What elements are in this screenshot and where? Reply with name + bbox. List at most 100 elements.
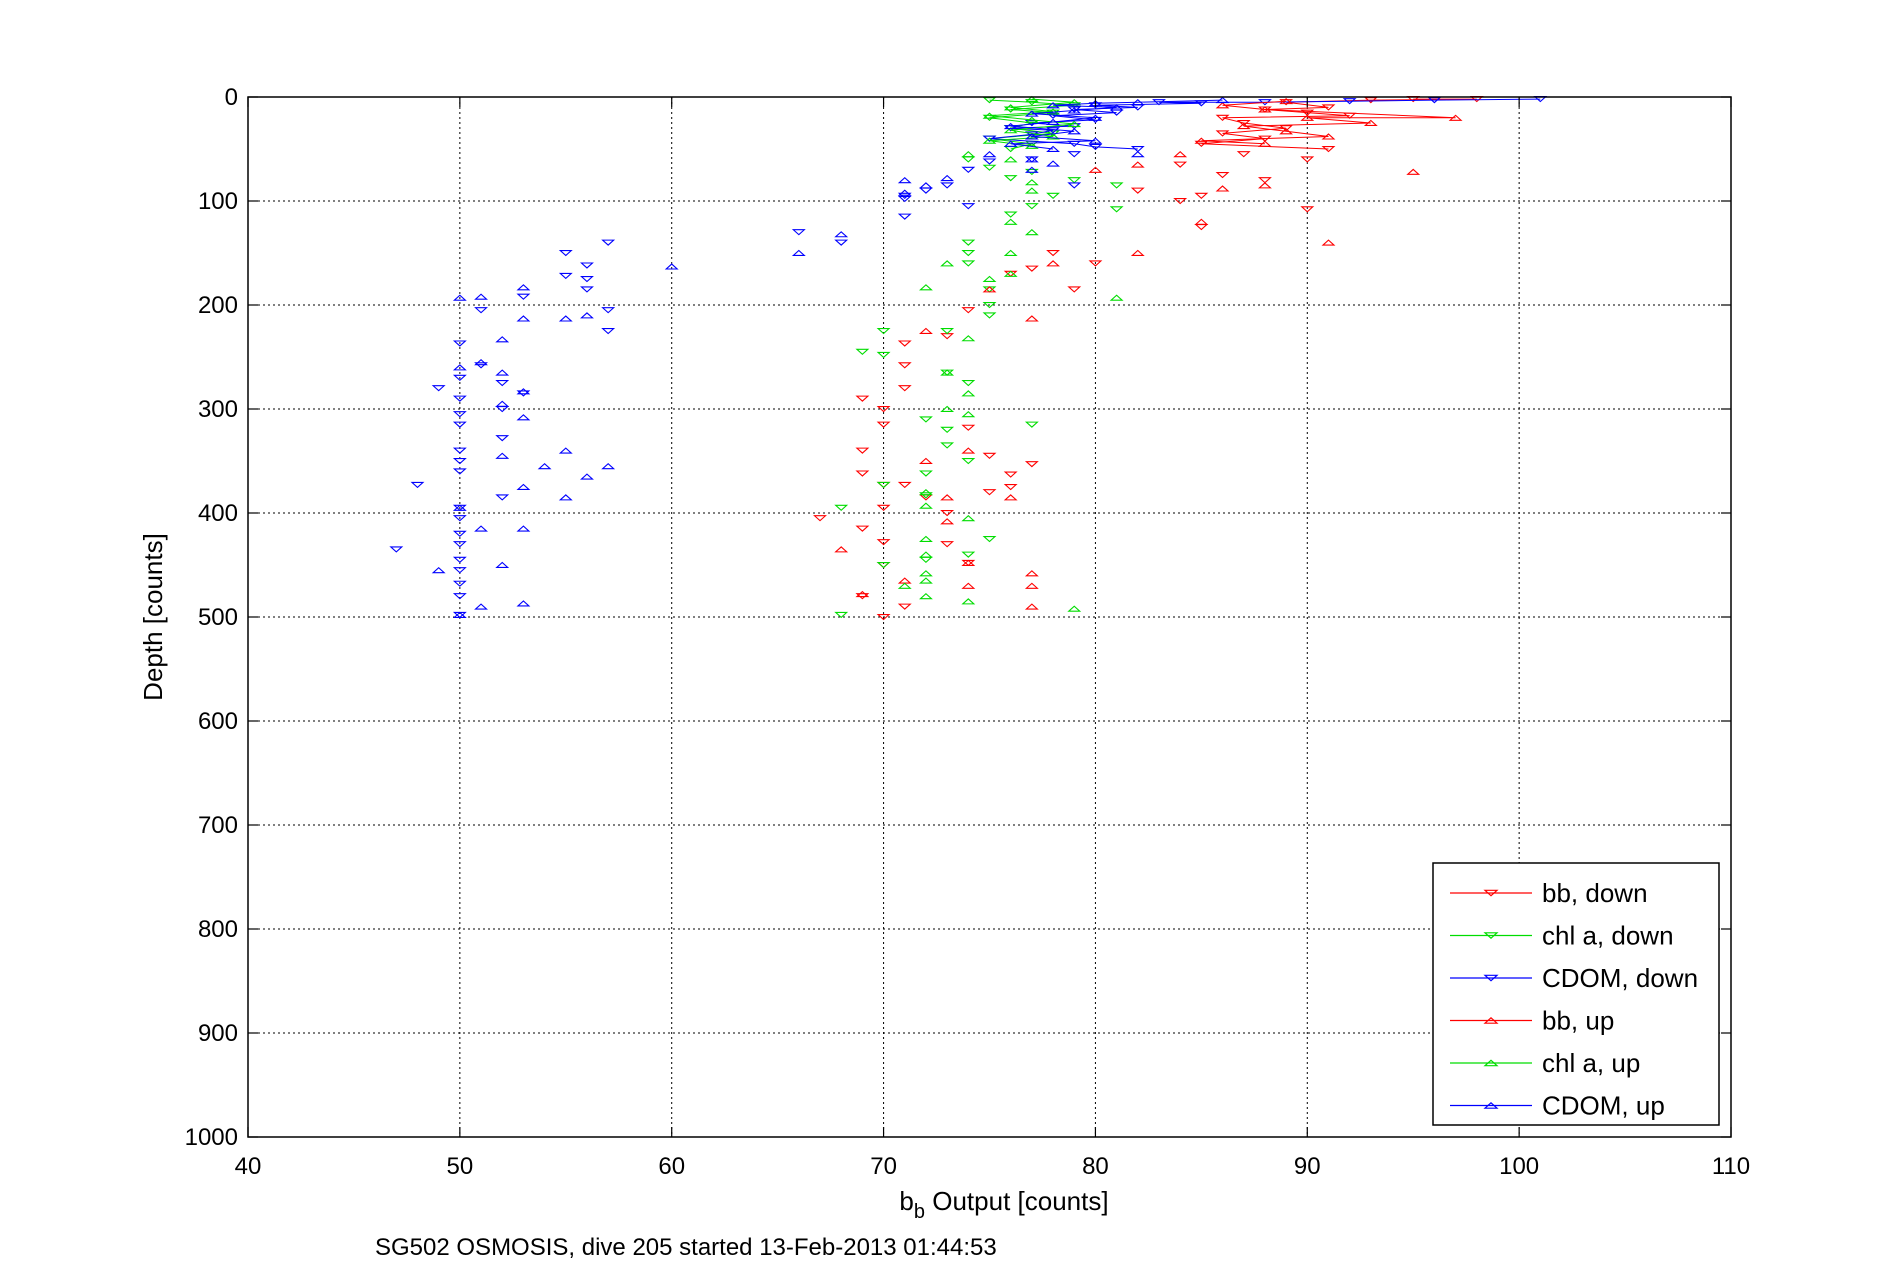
data-point xyxy=(940,518,955,525)
data-point xyxy=(474,525,488,532)
data-point xyxy=(1215,185,1230,192)
data-point xyxy=(1257,140,1272,147)
legend: bb, down chl a, down CDOM, down bb, up chl a… xyxy=(1432,862,1720,1126)
data-point xyxy=(1279,97,1294,105)
data-point xyxy=(1300,156,1315,163)
data-point xyxy=(516,525,531,532)
data-point xyxy=(580,275,594,283)
data-point xyxy=(1236,151,1251,158)
data-point xyxy=(1279,128,1294,135)
data-point xyxy=(1046,260,1060,267)
data-point xyxy=(452,541,467,548)
x-tick-labels: 40 50 60 70 80 90 100 110 xyxy=(235,1153,1750,1180)
data-point xyxy=(1088,166,1103,173)
y-tick-label: 800 xyxy=(198,916,238,943)
data-point xyxy=(516,600,531,607)
data-point xyxy=(1109,182,1124,189)
data-point xyxy=(940,541,955,548)
data-point xyxy=(495,435,510,442)
series-line xyxy=(1201,100,1456,145)
data-point xyxy=(1215,114,1230,122)
y-tick-label: 1000 xyxy=(185,1124,238,1151)
data-point xyxy=(1173,161,1188,168)
data-point xyxy=(580,473,594,480)
x-tick-label: 80 xyxy=(1082,1153,1109,1180)
data-point xyxy=(558,494,573,501)
data-point xyxy=(1046,145,1060,153)
data-point xyxy=(1067,605,1082,612)
data-point xyxy=(855,348,870,356)
data-point xyxy=(474,603,488,610)
data-point xyxy=(876,561,891,569)
data-point xyxy=(1024,203,1039,210)
data-point xyxy=(1024,603,1039,610)
data-point xyxy=(1130,187,1145,194)
data-point xyxy=(1067,128,1082,135)
data-point xyxy=(1300,206,1315,213)
data-point xyxy=(1024,119,1039,127)
data-point xyxy=(452,421,467,428)
data-point xyxy=(940,405,955,413)
data-point xyxy=(1003,211,1018,218)
data-point xyxy=(495,369,510,376)
data-point xyxy=(897,385,912,392)
data-point xyxy=(1003,249,1018,257)
data-point xyxy=(1067,182,1082,189)
data-point xyxy=(1321,104,1336,111)
data-point xyxy=(1342,98,1357,105)
data-point xyxy=(940,260,955,267)
legend-entry: bb, up xyxy=(1450,1006,1614,1036)
data-point xyxy=(431,385,446,392)
data-point xyxy=(897,195,912,203)
data-point xyxy=(1024,315,1039,322)
series-line xyxy=(989,98,1075,147)
data-point xyxy=(452,447,467,454)
x-axis-label-main: b xyxy=(899,1186,913,1216)
data-point xyxy=(919,457,933,465)
data-point xyxy=(495,561,510,569)
data-point xyxy=(495,379,510,387)
data-point xyxy=(919,182,933,189)
data-point xyxy=(1215,130,1230,137)
data-point xyxy=(516,293,531,300)
data-point xyxy=(580,262,594,269)
data-point xyxy=(1321,239,1336,246)
data-point xyxy=(919,284,933,291)
y-tick-label: 0 xyxy=(225,84,238,111)
data-point xyxy=(855,525,870,532)
series-layer xyxy=(389,95,1548,621)
data-point xyxy=(919,570,933,577)
y-tick-label: 300 xyxy=(198,396,238,423)
data-point xyxy=(982,164,997,171)
data-point xyxy=(1067,107,1082,114)
data-point xyxy=(1130,150,1145,158)
data-point xyxy=(919,492,933,499)
data-point xyxy=(1046,118,1060,125)
chart-caption: SG502 OSMOSIS, dive 205 started 13-Feb-2… xyxy=(375,1234,997,1261)
data-point xyxy=(601,239,616,246)
data-point xyxy=(940,494,955,501)
data-point xyxy=(961,307,976,314)
data-point xyxy=(919,535,933,543)
data-point xyxy=(452,515,467,522)
data-point xyxy=(897,340,912,347)
data-point xyxy=(855,590,870,598)
data-point xyxy=(495,452,510,459)
legend-marker xyxy=(1483,1059,1499,1067)
data-point xyxy=(982,158,997,165)
data-point xyxy=(1003,140,1018,147)
legend-entry: bb, down xyxy=(1450,878,1648,908)
data-point xyxy=(961,457,976,465)
data-point xyxy=(940,442,955,449)
legend-label: CDOM, down xyxy=(1542,963,1698,993)
data-point xyxy=(1194,137,1209,144)
series-5 xyxy=(431,96,1230,618)
data-point xyxy=(452,294,467,301)
data-point xyxy=(919,551,933,558)
data-point xyxy=(961,260,976,267)
data-point xyxy=(834,611,849,619)
data-point xyxy=(982,150,997,158)
legend-entry: CDOM, up xyxy=(1450,1091,1665,1121)
data-point xyxy=(876,327,891,335)
